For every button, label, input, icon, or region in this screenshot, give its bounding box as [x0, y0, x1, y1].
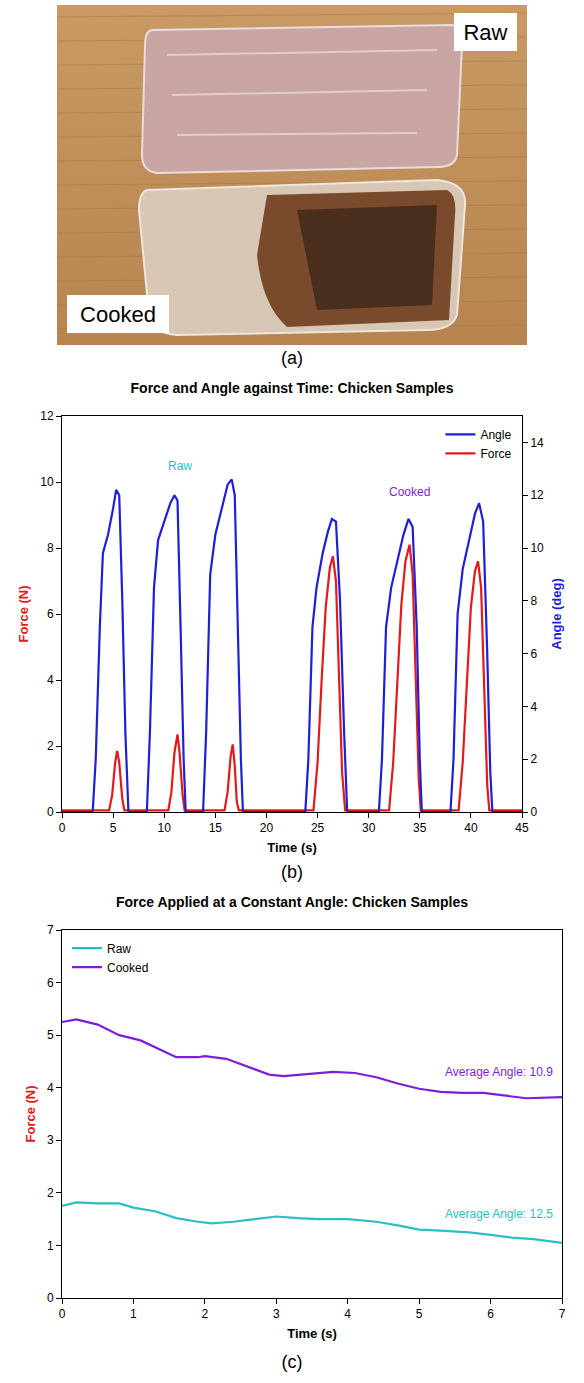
- svg-text:Cooked: Cooked: [107, 961, 148, 975]
- svg-text:Cooked: Cooked: [389, 485, 430, 499]
- html-text:(c): (c): [281, 1352, 303, 1372]
- svg-text:7: 7: [559, 1307, 566, 1321]
- svg-text:14: 14: [530, 436, 544, 450]
- svg-text:Force: Force: [480, 447, 511, 461]
- svg-text:0: 0: [530, 805, 537, 819]
- svg-text:2: 2: [47, 1186, 54, 1200]
- html-text:(a): (a): [281, 348, 303, 368]
- svg-text:6: 6: [47, 976, 54, 990]
- svg-text:1: 1: [130, 1307, 137, 1321]
- svg-text:2: 2: [202, 1307, 209, 1321]
- svg-text:4: 4: [47, 673, 54, 687]
- svg-text:0: 0: [59, 1307, 66, 1321]
- svg-text:10: 10: [158, 821, 172, 835]
- svg-text:Time (s): Time (s): [287, 1326, 337, 1341]
- svg-text:3: 3: [47, 1133, 54, 1147]
- html-text:(b): (b): [281, 862, 303, 882]
- svg-text:0: 0: [59, 821, 66, 835]
- svg-text:6: 6: [47, 607, 54, 621]
- svg-text:5: 5: [416, 1307, 423, 1321]
- svg-text:45: 45: [515, 821, 529, 835]
- svg-text:20: 20: [260, 821, 274, 835]
- svg-text:Raw: Raw: [107, 942, 131, 956]
- svg-text:2: 2: [47, 739, 54, 753]
- svg-text:4: 4: [344, 1307, 351, 1321]
- svg-text:8: 8: [47, 541, 54, 555]
- svg-text:40: 40: [464, 821, 478, 835]
- svg-text:10: 10: [530, 541, 544, 555]
- svg-text:10: 10: [40, 475, 54, 489]
- svg-text:30: 30: [362, 821, 376, 835]
- svg-text:5: 5: [110, 821, 117, 835]
- svg-text:12: 12: [40, 409, 54, 423]
- svg-text:6: 6: [487, 1307, 494, 1321]
- svg-text:6: 6: [530, 647, 537, 661]
- svg-text:Raw: Raw: [463, 20, 507, 45]
- svg-text:1: 1: [47, 1239, 54, 1253]
- svg-text:Average Angle: 10.9: Average Angle: 10.9: [445, 1065, 553, 1079]
- svg-text:Angle: Angle: [480, 428, 511, 442]
- svg-text:Force Applied at a Constant An: Force Applied at a Constant Angle: Chick…: [116, 894, 468, 910]
- svg-text:7: 7: [47, 923, 54, 937]
- svg-text:3: 3: [273, 1307, 280, 1321]
- svg-text:Angle (deg): Angle (deg): [549, 578, 564, 650]
- svg-text:12: 12: [530, 488, 544, 502]
- svg-text:8: 8: [530, 594, 537, 608]
- svg-text:Time (s): Time (s): [267, 840, 317, 855]
- svg-text:Average Angle: 12.5: Average Angle: 12.5: [445, 1207, 553, 1221]
- svg-text:15: 15: [209, 821, 223, 835]
- svg-text:Force (N): Force (N): [23, 1085, 38, 1142]
- svg-text:Cooked: Cooked: [80, 302, 156, 327]
- svg-text:Force and Angle against Time:: Force and Angle against Time: Chicken Sa…: [131, 380, 454, 396]
- svg-text:5: 5: [47, 1028, 54, 1042]
- svg-text:2: 2: [530, 752, 537, 766]
- svg-text:Raw: Raw: [168, 459, 192, 473]
- svg-text:0: 0: [47, 805, 54, 819]
- svg-text:4: 4: [47, 1081, 54, 1095]
- svg-text:0: 0: [47, 1291, 54, 1305]
- svg-text:25: 25: [311, 821, 325, 835]
- svg-text:Force (N): Force (N): [16, 585, 31, 642]
- svg-text:4: 4: [530, 700, 537, 714]
- svg-text:35: 35: [413, 821, 427, 835]
